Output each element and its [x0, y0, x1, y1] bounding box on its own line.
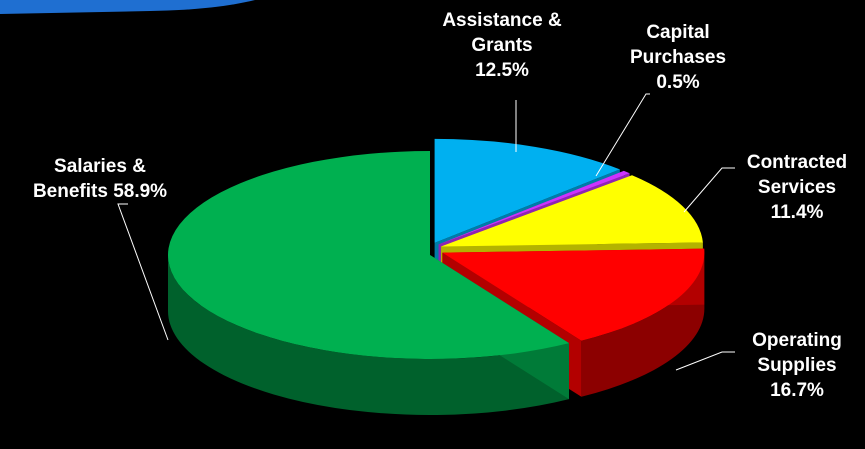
label-operating-supplies: Operating Supplies 16.7% [752, 330, 842, 401]
slice-side-salaries-benefits [168, 255, 569, 415]
label-salaries-benefits: Salaries & Benefits 58.9% [32, 156, 168, 202]
slice-contracted-services [441, 175, 703, 247]
leader-contracted-services [683, 167, 735, 213]
pie-top-layer [167, 138, 705, 359]
slice-assistance-grants [434, 138, 620, 243]
leader-lines [117, 93, 735, 371]
label-assistance-grants: Assistance & Grants 12.5% [442, 10, 562, 81]
label-capital-purchases: Capital Purchases 0.5% [629, 22, 727, 93]
leader-capital-purchases [595, 93, 650, 177]
slice-operating-supplies [442, 248, 705, 341]
leader-salaries-benefits [117, 203, 169, 341]
slice-salaries-benefits [167, 151, 569, 359]
slice-side-operating-supplies [581, 252, 705, 397]
label-contracted-services: Contracted Services 11.4% [746, 152, 848, 223]
leader-operating-supplies [675, 351, 735, 371]
slice-capital-purchases [438, 170, 630, 245]
